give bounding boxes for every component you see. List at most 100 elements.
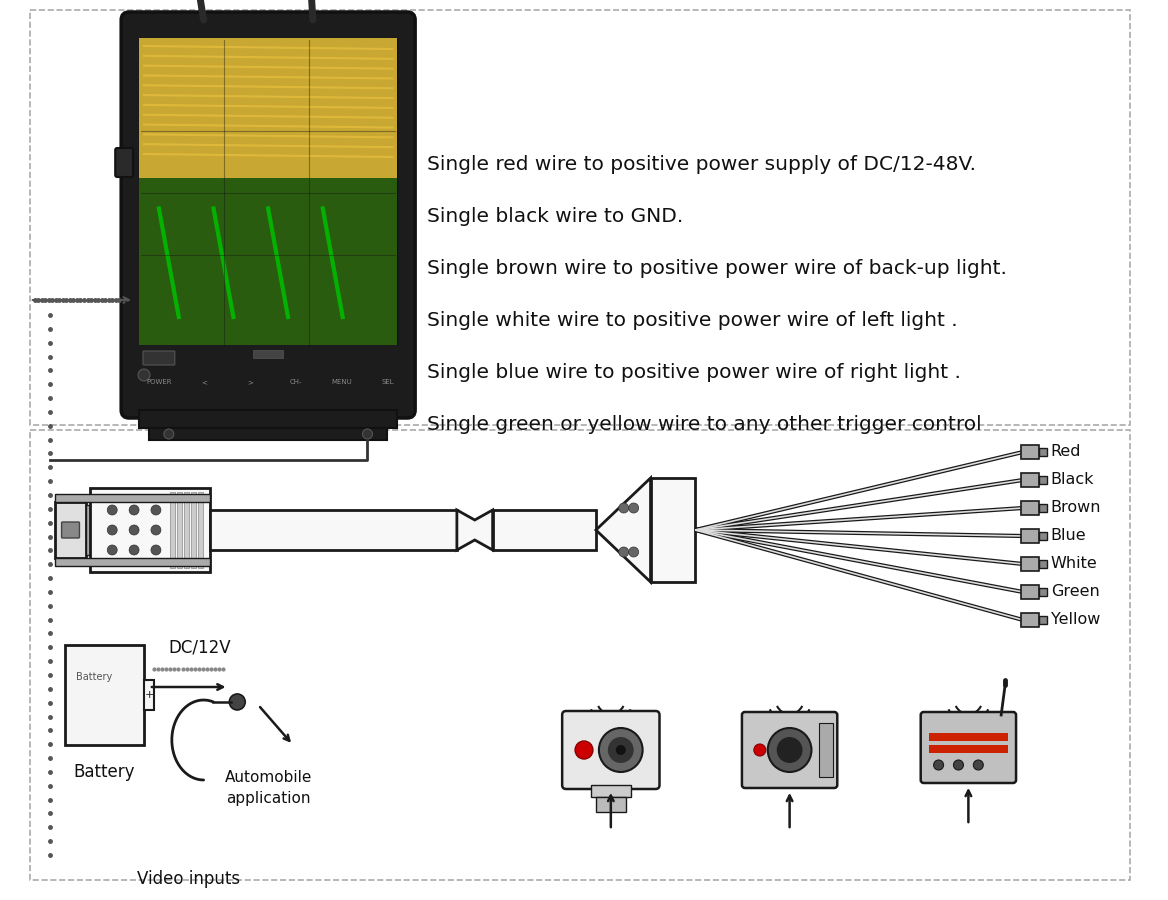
Bar	[30, 10, 1131, 425]
Circle shape	[753, 744, 766, 756]
Bar	[1021, 585, 1038, 599]
Bar	[139, 38, 397, 177]
Bar	[1038, 532, 1047, 540]
Circle shape	[973, 760, 983, 770]
Text: DC/12V: DC/12V	[169, 639, 231, 657]
Text: SEL: SEL	[381, 379, 394, 385]
Bar	[1021, 557, 1038, 571]
Circle shape	[130, 505, 139, 515]
Bar	[1038, 560, 1047, 568]
Bar	[190, 492, 196, 568]
Bar	[209, 510, 457, 550]
Text: Battery: Battery	[76, 672, 113, 682]
Circle shape	[107, 505, 117, 515]
Circle shape	[599, 728, 642, 772]
Text: White: White	[1051, 556, 1098, 572]
Bar	[139, 38, 397, 348]
FancyBboxPatch shape	[920, 712, 1016, 783]
Bar	[144, 680, 154, 710]
Text: +: +	[145, 690, 154, 700]
Text: Single green or yellow wire to any other trigger control: Single green or yellow wire to any other…	[427, 415, 982, 434]
FancyBboxPatch shape	[142, 351, 175, 365]
Bar	[134, 345, 402, 400]
Circle shape	[933, 760, 944, 770]
Circle shape	[151, 545, 161, 555]
Text: <: <	[202, 379, 208, 385]
Bar	[820, 723, 833, 777]
Bar	[929, 745, 1008, 753]
Circle shape	[151, 525, 161, 535]
Circle shape	[362, 429, 373, 439]
Bar	[596, 797, 626, 812]
Text: Automobile
application: Automobile application	[224, 770, 312, 806]
Bar	[176, 492, 182, 568]
Circle shape	[607, 737, 634, 763]
Text: Single white wire to positive power wire of left light .: Single white wire to positive power wire…	[427, 311, 958, 330]
Bar	[1038, 504, 1047, 512]
Bar	[139, 177, 397, 348]
Circle shape	[619, 503, 628, 513]
Circle shape	[107, 525, 117, 535]
Bar	[929, 733, 1008, 741]
Circle shape	[130, 545, 139, 555]
Bar	[1021, 473, 1038, 487]
Circle shape	[138, 369, 150, 381]
Text: Black: Black	[1051, 472, 1094, 488]
Circle shape	[628, 503, 639, 513]
Bar	[139, 410, 397, 428]
FancyBboxPatch shape	[62, 522, 79, 538]
Text: Video inputs: Video inputs	[137, 870, 241, 888]
Bar	[1021, 445, 1038, 459]
Polygon shape	[596, 478, 651, 582]
Bar	[1038, 588, 1047, 596]
Bar	[90, 488, 209, 572]
FancyBboxPatch shape	[562, 711, 660, 789]
FancyBboxPatch shape	[121, 12, 415, 418]
FancyBboxPatch shape	[116, 148, 133, 177]
Text: >: >	[248, 379, 253, 385]
Text: MENU: MENU	[332, 379, 352, 385]
Bar	[55, 502, 86, 558]
Text: Battery: Battery	[74, 763, 135, 781]
FancyBboxPatch shape	[742, 712, 837, 788]
Circle shape	[767, 728, 812, 772]
Polygon shape	[457, 510, 493, 550]
Bar	[651, 478, 695, 582]
Text: Red: Red	[1051, 445, 1082, 460]
Bar	[169, 492, 175, 568]
Bar	[183, 492, 189, 568]
Circle shape	[616, 745, 626, 755]
Circle shape	[164, 429, 174, 439]
Circle shape	[619, 547, 628, 557]
Bar	[197, 492, 202, 568]
Circle shape	[229, 694, 245, 710]
Text: Blue: Blue	[1051, 528, 1086, 544]
Circle shape	[130, 525, 139, 535]
Text: POWER: POWER	[146, 379, 172, 385]
Bar	[30, 430, 1131, 880]
Bar	[1021, 529, 1038, 543]
Bar	[150, 428, 388, 440]
Circle shape	[107, 545, 117, 555]
Text: Green: Green	[1051, 584, 1099, 599]
Bar	[493, 510, 596, 550]
Text: Yellow: Yellow	[1051, 613, 1100, 627]
Circle shape	[628, 547, 639, 557]
Circle shape	[151, 505, 161, 515]
Bar	[1038, 616, 1047, 624]
Circle shape	[575, 741, 593, 759]
Text: Single brown wire to positive power wire of back-up light.: Single brown wire to positive power wire…	[427, 259, 1007, 278]
Text: Single black wire to GND.: Single black wire to GND.	[427, 207, 683, 226]
Circle shape	[777, 737, 802, 763]
Bar	[64, 645, 144, 745]
Text: Brown: Brown	[1051, 500, 1101, 516]
Bar	[1038, 476, 1047, 484]
Bar	[55, 494, 209, 502]
Bar	[1021, 501, 1038, 515]
Bar	[253, 350, 283, 358]
Bar	[1021, 613, 1038, 627]
Bar	[591, 785, 631, 797]
Text: Single blue wire to positive power wire of right light .: Single blue wire to positive power wire …	[427, 363, 961, 382]
Bar	[1038, 448, 1047, 456]
Text: Single red wire to positive power supply of DC/12-48V.: Single red wire to positive power supply…	[427, 155, 976, 174]
